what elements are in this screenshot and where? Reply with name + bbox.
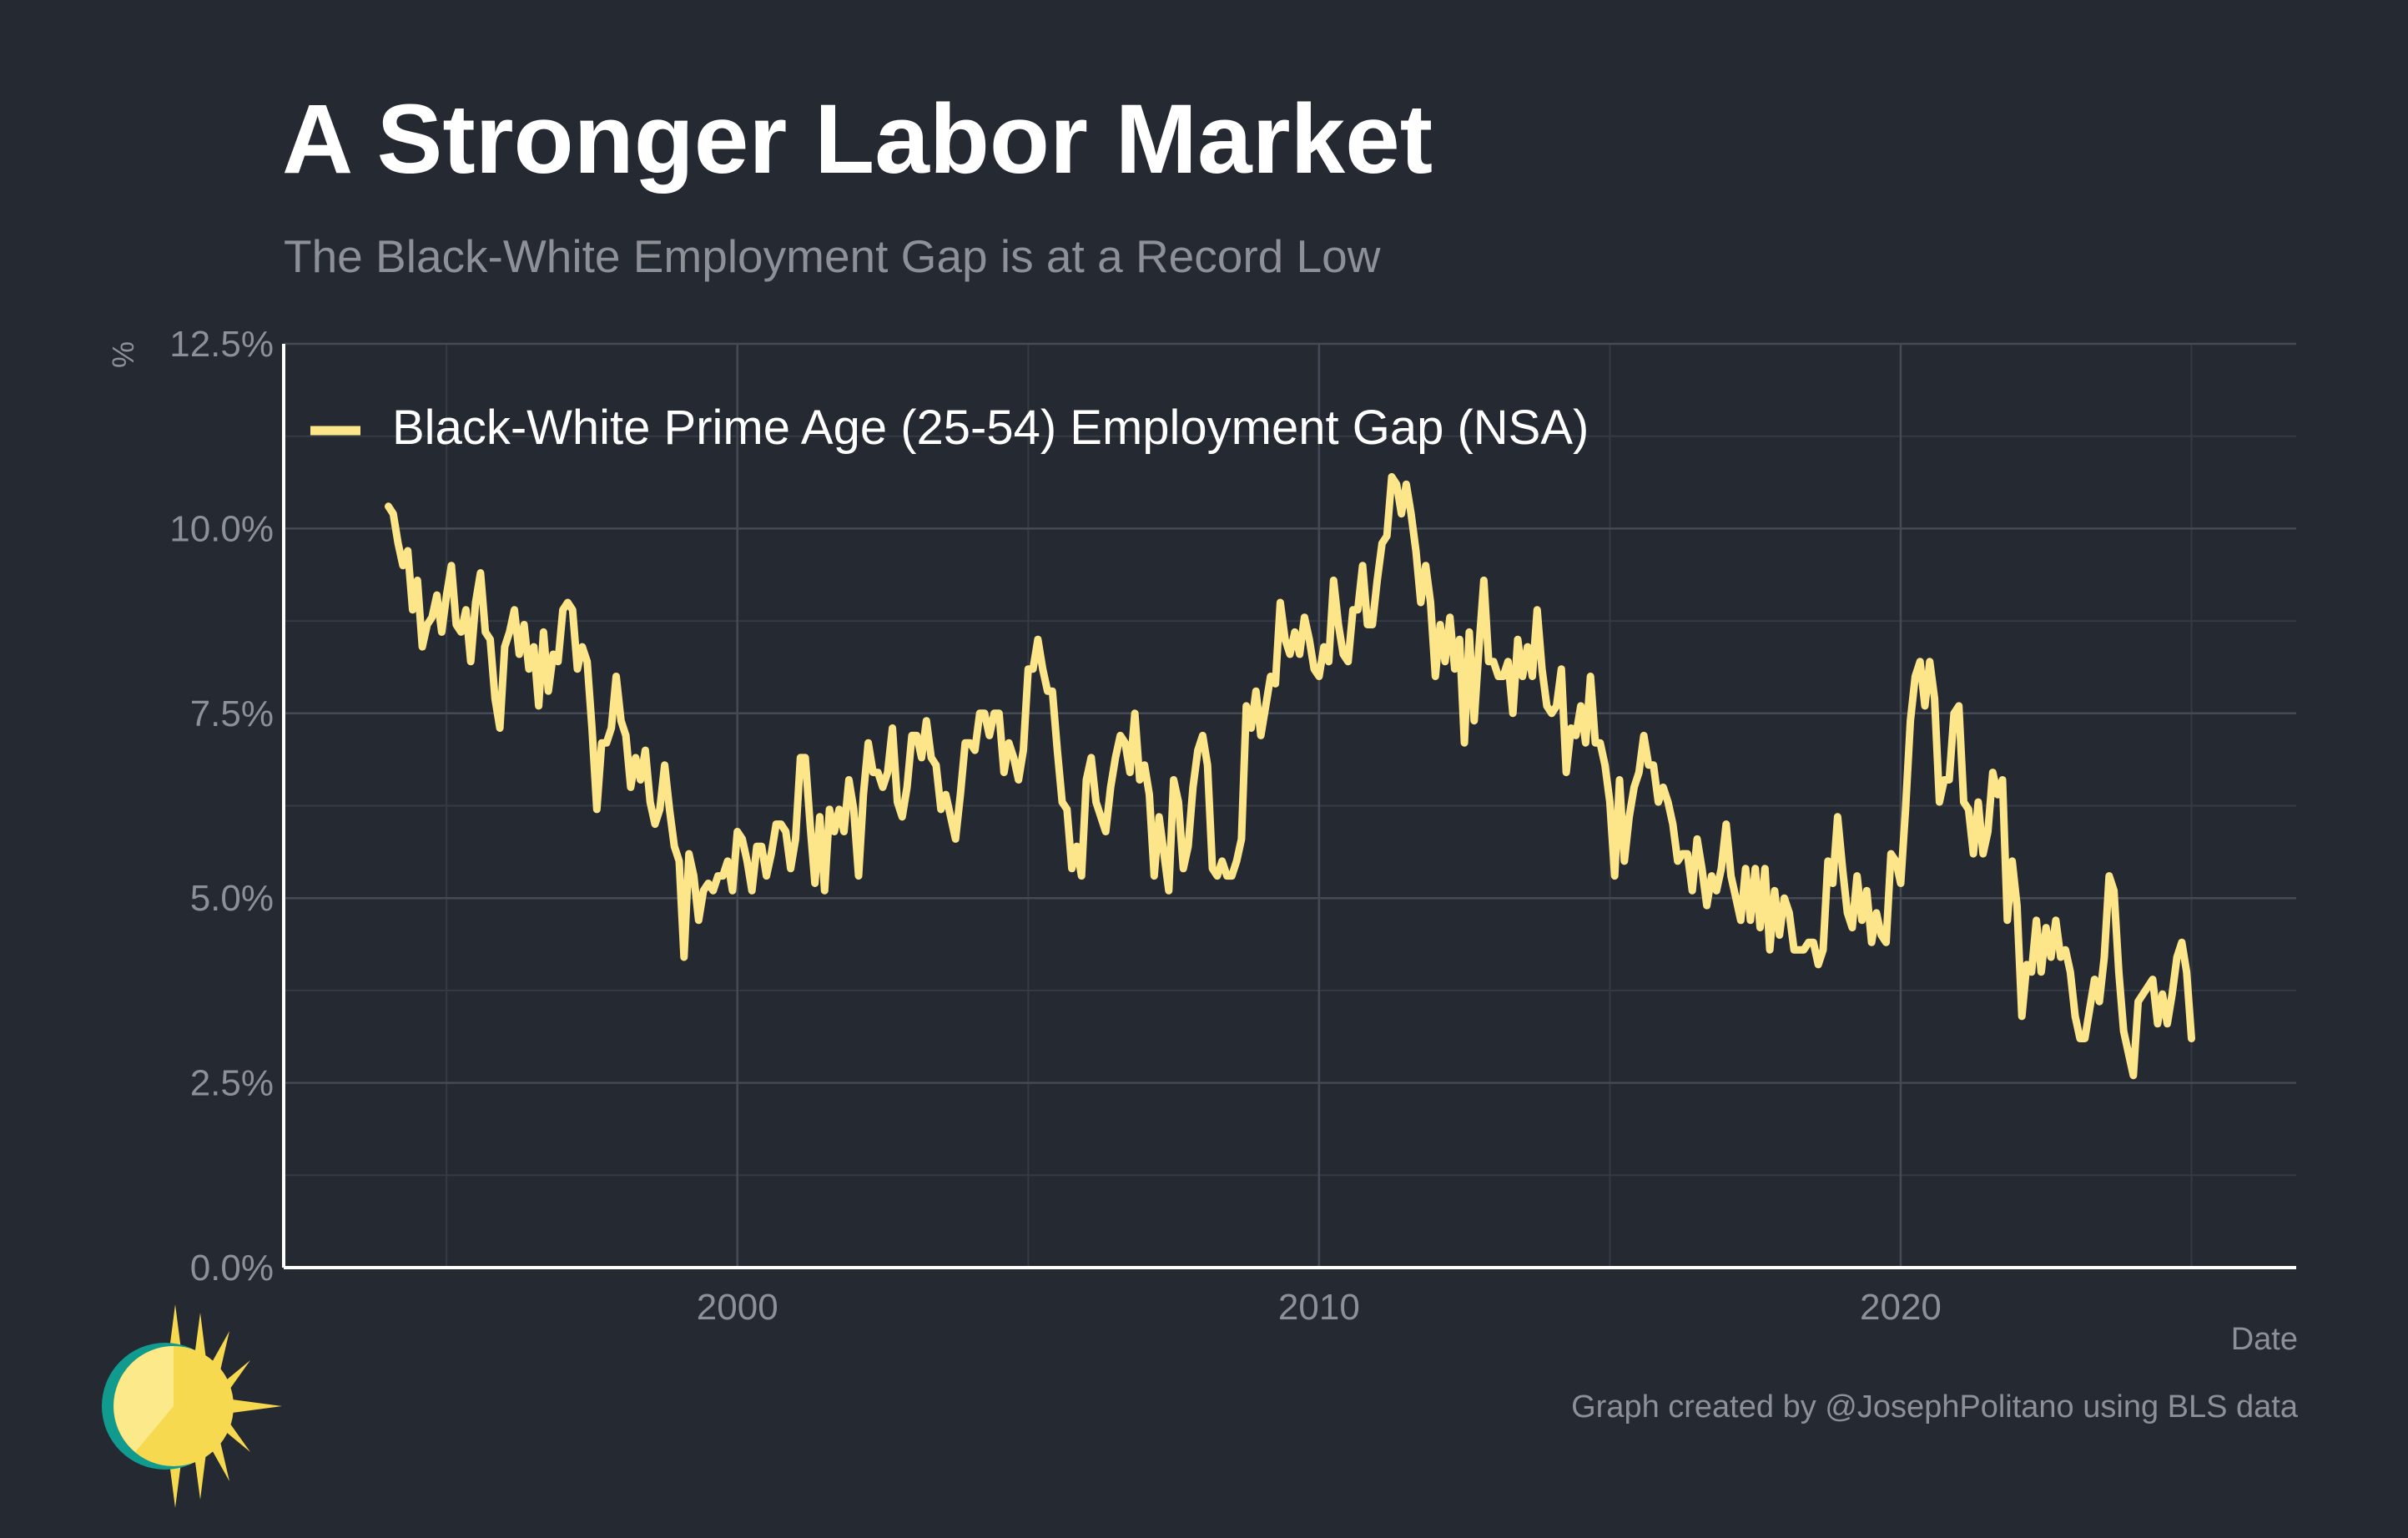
x-tick-label: 2020	[1860, 1287, 1942, 1328]
y-tick-label: 7.5%	[190, 693, 274, 734]
x-axis-label: Date	[2230, 1322, 2298, 1357]
x-tick-label: 2010	[1278, 1287, 1360, 1328]
chart-title: A Stronger Labor Market	[282, 84, 1433, 194]
legend-label: Black-White Prime Age (25-54) Employment…	[392, 401, 1589, 455]
legend: Black-White Prime Age (25-54) Employment…	[310, 401, 1589, 455]
source-caption: Graph created by @JosephPolitano using B…	[1571, 1389, 2298, 1425]
y-tick-label: 10.0%	[169, 508, 274, 549]
series-group	[385, 472, 2195, 1080]
x-tick-label: 2000	[697, 1287, 778, 1328]
sun-logo-icon	[102, 1304, 282, 1508]
x-tick-labels: 2000 2010 2020	[697, 1287, 1942, 1328]
minor-gridlines	[284, 344, 2296, 1268]
series-line-0	[385, 472, 2195, 1080]
axes	[282, 344, 2296, 1269]
y-tick-labels: 0.0% 2.5% 5.0% 7.5% 10.0% 12.5%	[169, 324, 274, 1288]
chart-subtitle: The Black-White Employment Gap is at a R…	[284, 230, 1381, 282]
y-axis-label: %	[106, 341, 140, 368]
major-gridlines	[284, 342, 2296, 1268]
y-tick-label: 2.5%	[190, 1063, 274, 1104]
y-tick-label: 0.0%	[190, 1248, 274, 1288]
y-tick-label: 12.5%	[169, 324, 274, 365]
y-tick-label: 5.0%	[190, 878, 274, 919]
